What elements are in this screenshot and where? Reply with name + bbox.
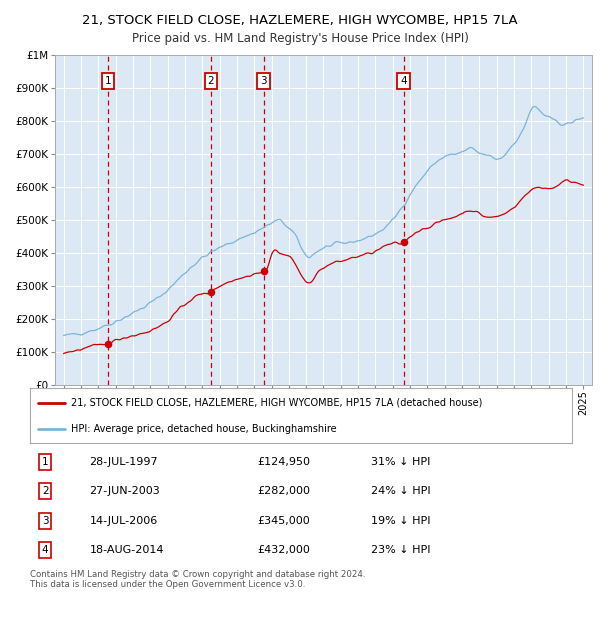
Text: 14-JUL-2006: 14-JUL-2006 bbox=[89, 516, 158, 526]
Text: 2: 2 bbox=[42, 486, 49, 496]
Text: 4: 4 bbox=[42, 545, 49, 556]
Text: 31% ↓ HPI: 31% ↓ HPI bbox=[371, 457, 431, 467]
Text: 19% ↓ HPI: 19% ↓ HPI bbox=[371, 516, 431, 526]
Point bbox=[206, 287, 215, 297]
Text: 21, STOCK FIELD CLOSE, HAZLEMERE, HIGH WYCOMBE, HP15 7LA: 21, STOCK FIELD CLOSE, HAZLEMERE, HIGH W… bbox=[82, 14, 518, 27]
Text: £432,000: £432,000 bbox=[257, 545, 311, 556]
Text: 3: 3 bbox=[260, 76, 267, 86]
Text: 1: 1 bbox=[105, 76, 112, 86]
Point bbox=[399, 237, 409, 247]
Text: 23% ↓ HPI: 23% ↓ HPI bbox=[371, 545, 431, 556]
Text: £345,000: £345,000 bbox=[257, 516, 310, 526]
Text: Price paid vs. HM Land Registry's House Price Index (HPI): Price paid vs. HM Land Registry's House … bbox=[131, 32, 469, 45]
Text: 18-AUG-2014: 18-AUG-2014 bbox=[89, 545, 164, 556]
Text: £124,950: £124,950 bbox=[257, 457, 311, 467]
Text: HPI: Average price, detached house, Buckinghamshire: HPI: Average price, detached house, Buck… bbox=[71, 424, 336, 434]
Text: 27-JUN-2003: 27-JUN-2003 bbox=[89, 486, 160, 496]
Point bbox=[103, 339, 113, 348]
Text: 28-JUL-1997: 28-JUL-1997 bbox=[89, 457, 158, 467]
Text: Contains HM Land Registry data © Crown copyright and database right 2024.
This d: Contains HM Land Registry data © Crown c… bbox=[30, 570, 365, 590]
Text: 24% ↓ HPI: 24% ↓ HPI bbox=[371, 486, 431, 496]
Text: 1: 1 bbox=[42, 457, 49, 467]
Text: £282,000: £282,000 bbox=[257, 486, 311, 496]
Text: 2: 2 bbox=[208, 76, 214, 86]
Text: 3: 3 bbox=[42, 516, 49, 526]
Text: 4: 4 bbox=[400, 76, 407, 86]
Point bbox=[259, 266, 268, 276]
Text: 21, STOCK FIELD CLOSE, HAZLEMERE, HIGH WYCOMBE, HP15 7LA (detached house): 21, STOCK FIELD CLOSE, HAZLEMERE, HIGH W… bbox=[71, 398, 482, 408]
